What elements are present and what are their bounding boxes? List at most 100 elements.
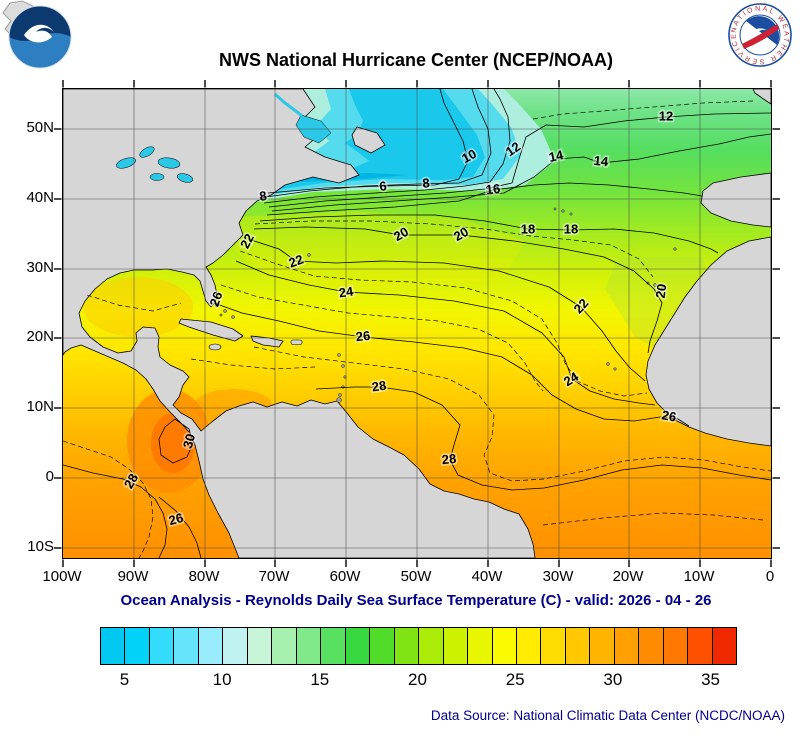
great-lake xyxy=(157,157,181,169)
lon-label: 100W xyxy=(42,568,82,585)
colorbar-cell xyxy=(198,628,224,664)
latlon-grid xyxy=(63,89,771,558)
nws-emblem-red-swoosh xyxy=(742,24,779,49)
landmasses xyxy=(62,88,772,559)
colorbar-cell xyxy=(321,628,346,664)
contour-label: 30 xyxy=(180,432,198,450)
colorbar-tick-label: 5 xyxy=(119,670,130,689)
colorbar-cell xyxy=(223,628,248,664)
contour-label: 6 xyxy=(379,178,388,194)
data-source: Data Source: National Climatic Data Cent… xyxy=(430,708,785,723)
colorbar-tick-label: 35 xyxy=(701,670,721,689)
colorbar-cell xyxy=(174,628,199,664)
colorbar-cell xyxy=(492,628,517,664)
lon-label: 0 xyxy=(765,568,775,585)
colorbar-cell xyxy=(345,628,371,664)
land-england xyxy=(752,88,772,105)
noaa-logo-ring xyxy=(8,5,72,69)
contour-label: 24 xyxy=(338,283,355,300)
contour-label: 26 xyxy=(206,290,225,309)
lon-label: 30W xyxy=(542,568,574,585)
colorbar-cell xyxy=(296,628,322,664)
lat-label: 20N xyxy=(26,328,54,345)
land-puerto-rico xyxy=(290,339,303,345)
contour-label: 18 xyxy=(564,222,578,237)
lon-label: 80W xyxy=(188,568,220,585)
contour-label: 12 xyxy=(659,109,673,124)
colorbar-tick-label: 30 xyxy=(603,670,623,689)
colorbar-cell xyxy=(590,628,615,664)
st-lawrence-river xyxy=(274,93,303,117)
lat-label: 10S xyxy=(27,538,54,555)
colorbar-cells xyxy=(101,628,737,664)
noaa-logo-graphic xyxy=(8,5,72,69)
colorbar xyxy=(100,627,737,665)
contour-label: 18 xyxy=(521,222,535,237)
colorbar-cell xyxy=(149,628,175,664)
colorbar-cell xyxy=(639,628,664,664)
axis-ticks xyxy=(54,80,780,567)
page-title: NWS National Hurricane Center (NCEP/NOAA… xyxy=(218,50,614,70)
sst-contours xyxy=(62,88,772,559)
lon-label: 50W xyxy=(400,568,432,585)
contour-label: 8 xyxy=(422,175,431,191)
colorbar-cell xyxy=(247,628,273,664)
lat-label: 50N xyxy=(26,119,54,136)
colorbar-tick-label: 20 xyxy=(408,670,427,689)
colorbar-cell xyxy=(443,628,469,664)
contour-label: 14 xyxy=(593,153,610,170)
nws-gull-icon xyxy=(751,28,767,33)
lat-label: 10N xyxy=(26,398,54,415)
noaa-logo xyxy=(8,5,72,74)
land-africa xyxy=(645,236,772,447)
lon-label: 70W xyxy=(258,568,290,585)
nws-logo: NATIONAL WEATHER SERVICE xyxy=(728,3,792,72)
land-cuba xyxy=(178,318,244,342)
colorbar-cell xyxy=(541,628,566,664)
colorbar-cell xyxy=(688,628,713,664)
map-frame: 12 10 12 14 14 8 6 8 16 18 18 20 20 22 22 26 24 22 20 26 24 2… xyxy=(54,80,780,567)
colorbar-cell xyxy=(419,628,444,664)
contour-label: 26 xyxy=(355,328,371,344)
contour-label: 26 xyxy=(167,510,185,528)
great-lake xyxy=(116,157,136,169)
colorbar-tick-label: 10 xyxy=(212,670,232,689)
colorbar-cell xyxy=(272,628,297,664)
nws-logo-graphic: NATIONAL WEATHER SERVICE xyxy=(728,3,792,67)
lat-label: 30N xyxy=(26,259,54,276)
lat-label: 0 xyxy=(45,468,54,485)
contour-label: 22 xyxy=(287,251,306,270)
contour-label: 20 xyxy=(653,283,670,299)
land-iberia xyxy=(700,172,772,228)
noaa-logo-sea xyxy=(9,33,71,68)
colorbar-cell xyxy=(614,628,640,664)
great-lake xyxy=(139,146,155,158)
colorbar-cell xyxy=(101,628,126,664)
lat-label: 40N xyxy=(26,189,54,206)
contour-label: 26 xyxy=(661,407,678,424)
great-lake xyxy=(149,173,165,181)
contour-label: 28 xyxy=(441,451,457,467)
land-americas xyxy=(62,88,536,559)
colorbar-tick-label: 15 xyxy=(310,670,330,689)
lon-label: 20W xyxy=(612,568,644,585)
lon-label: 40W xyxy=(471,568,503,585)
colorbar-cell xyxy=(712,628,737,664)
colorbar-tick-label: 25 xyxy=(505,670,525,689)
colorbar-cell xyxy=(468,628,493,664)
land-jamaica xyxy=(208,343,222,351)
contour-label: 28 xyxy=(371,378,387,395)
contour-label: 14 xyxy=(547,147,565,165)
lon-label: 90W xyxy=(117,568,149,585)
lon-label: 10W xyxy=(683,568,715,585)
colorbar-cell xyxy=(663,628,689,664)
nws-emblem-blue xyxy=(746,16,780,45)
caption: Ocean Analysis - Reynolds Daily Sea Surf… xyxy=(120,592,712,609)
great-lake xyxy=(176,173,194,183)
colorbar-cell xyxy=(394,628,420,664)
noaa-seagull-icon xyxy=(24,24,54,43)
small-landmass-graphic xyxy=(0,0,800,45)
